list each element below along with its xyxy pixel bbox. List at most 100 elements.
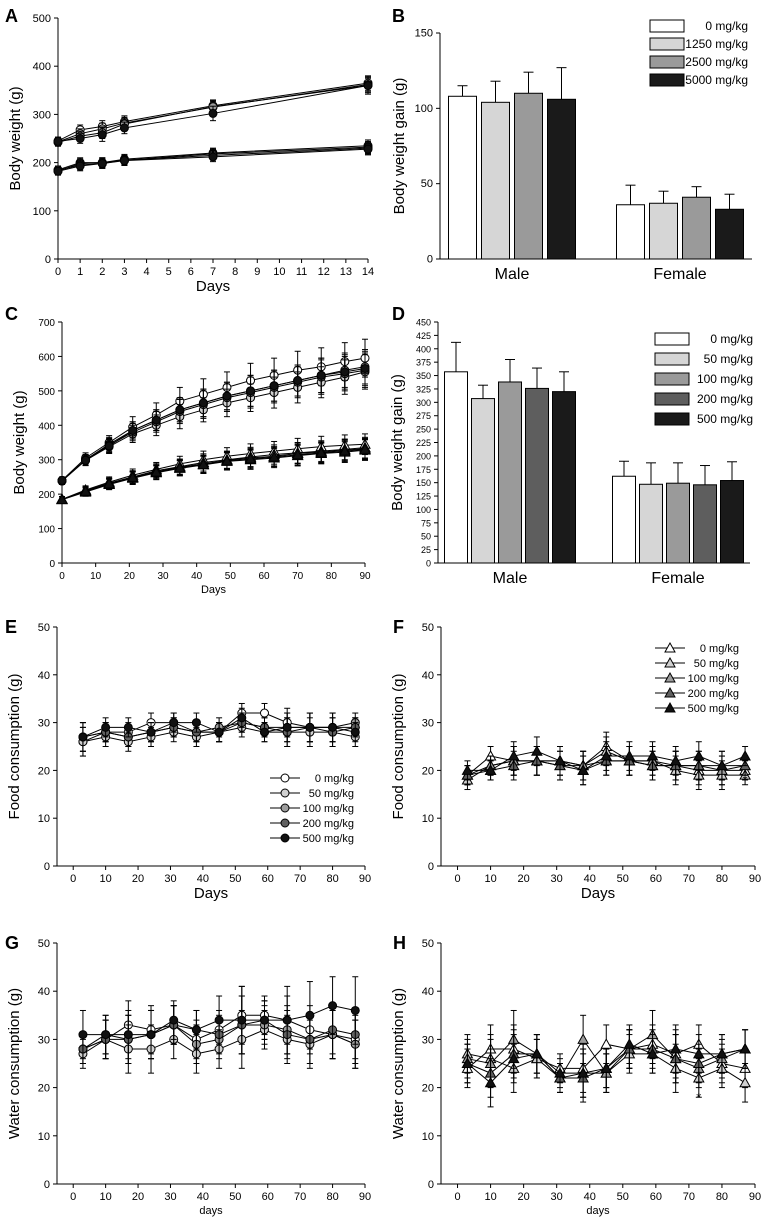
legend-label: 200 mg/kg [688, 688, 739, 700]
x-tick-label: 30 [157, 571, 169, 582]
bar [720, 480, 744, 564]
data-series [53, 142, 373, 176]
y-tick-label: 0 [428, 861, 434, 873]
y-tick-label: 100 [415, 103, 433, 115]
data-point [600, 1038, 613, 1049]
x-tick-label: 60 [262, 1191, 274, 1203]
x-tick-label: 70 [683, 873, 695, 885]
data-point [716, 1047, 728, 1059]
x-tick-label: 50 [225, 571, 237, 582]
x-tick-label: 10 [484, 873, 496, 885]
bar [471, 398, 495, 564]
x-tick-label: 40 [584, 1191, 596, 1203]
data-point [507, 750, 520, 761]
data-point [101, 1030, 111, 1040]
y-tick-label: 10 [422, 1131, 434, 1143]
x-tick-label: 5 [166, 266, 172, 278]
x-axis-label: days [586, 1205, 610, 1217]
y-tick-label: 375 [416, 358, 431, 368]
x-tick-label: 50 [229, 1191, 241, 1203]
y-tick-label: 450 [416, 318, 431, 328]
data-point [78, 732, 88, 742]
legend-marker [664, 656, 676, 668]
data-point [623, 1038, 636, 1049]
data-point [692, 1047, 705, 1059]
legend-swatch [649, 73, 685, 87]
category-label: Male [495, 266, 530, 283]
data-point [363, 80, 373, 90]
series-line [61, 371, 366, 482]
data-point [146, 727, 156, 737]
x-tick-label: 0 [454, 1191, 460, 1203]
data-point [268, 450, 280, 462]
data-series [53, 76, 373, 146]
x-tick-label: 20 [132, 873, 144, 885]
data-point [739, 1076, 751, 1088]
y-tick-label: 50 [38, 938, 50, 950]
data-point [282, 1015, 292, 1025]
x-tick-label: 30 [551, 873, 563, 885]
y-tick-label: 425 [416, 331, 431, 341]
legend-label: 5000 mg/kg [685, 73, 748, 87]
legend: 0 mg/kg 50 mg/kg 100 mg/kg 200 mg/kg 500 mg/… [655, 641, 739, 715]
x-tick-label: 10 [273, 266, 285, 278]
x-tick-label: 90 [359, 571, 371, 582]
y-tick-label: 100 [33, 206, 51, 218]
data-point [53, 166, 63, 176]
data-point [169, 718, 179, 728]
bar [444, 371, 468, 564]
y-axis-label: Food consumption (g) [390, 674, 407, 820]
data-point [646, 1047, 659, 1059]
y-tick-label: 30 [38, 1034, 50, 1046]
data-point [461, 764, 474, 775]
data-point [340, 367, 350, 377]
data-point [461, 1057, 474, 1068]
data-point [237, 713, 247, 723]
x-tick-label: 13 [340, 266, 352, 278]
data-point [198, 398, 208, 408]
chart-panel-e: 0 10 20 30 40 50 0 10 20 30 40 50 60 70 80 90 Days Food c… [5, 617, 371, 902]
category-label: Male [493, 570, 528, 587]
x-tick-label: 20 [518, 1191, 530, 1203]
data-point [359, 443, 371, 454]
data-point [128, 425, 138, 435]
x-axis-label: days [199, 1205, 223, 1217]
y-tick-label: 150 [416, 478, 431, 488]
legend: 0 mg/kg 50 mg/kg 100 mg/kg 200 mg/kg 500 mg/… [654, 332, 753, 426]
data-point [350, 727, 360, 737]
legend-marker [280, 773, 290, 783]
y-tick-label: 275 [416, 411, 431, 421]
legend-marker [664, 701, 676, 713]
data-point [222, 391, 232, 401]
y-tick-label: 0 [426, 559, 431, 569]
chart-panel-g: 0 10 20 30 40 50 0 10 20 30 40 50 60 70 80 90 days Water … [5, 933, 371, 1217]
data-point [150, 466, 163, 477]
data-series [56, 438, 371, 505]
y-axis-label: Food consumption (g) [6, 674, 23, 820]
y-tick-label: 50 [421, 532, 431, 542]
data-point [246, 386, 256, 396]
x-tick-label: 40 [197, 1191, 209, 1203]
legend-label: 500 mg/kg [303, 833, 354, 845]
data-point [600, 1062, 613, 1073]
x-tick-label: 3 [121, 266, 127, 278]
y-tick-label: 225 [416, 438, 431, 448]
y-axis-label: Body weight gain (g) [391, 78, 408, 215]
x-axis-label: Days [196, 278, 230, 295]
x-tick-label: 70 [683, 1191, 695, 1203]
y-tick-label: 40 [38, 986, 50, 998]
data-point [692, 750, 705, 761]
y-tick-label: 100 [416, 505, 431, 515]
panel-letter: E [5, 617, 17, 637]
data-point [123, 722, 133, 732]
data-point [173, 461, 186, 473]
data-point [208, 152, 218, 162]
bar [547, 98, 576, 260]
y-tick-label: 300 [33, 109, 51, 121]
y-tick-label: 40 [38, 670, 50, 682]
y-tick-label: 125 [416, 492, 431, 502]
x-tick-label: 70 [294, 1191, 306, 1203]
x-tick-label: 60 [258, 571, 270, 582]
